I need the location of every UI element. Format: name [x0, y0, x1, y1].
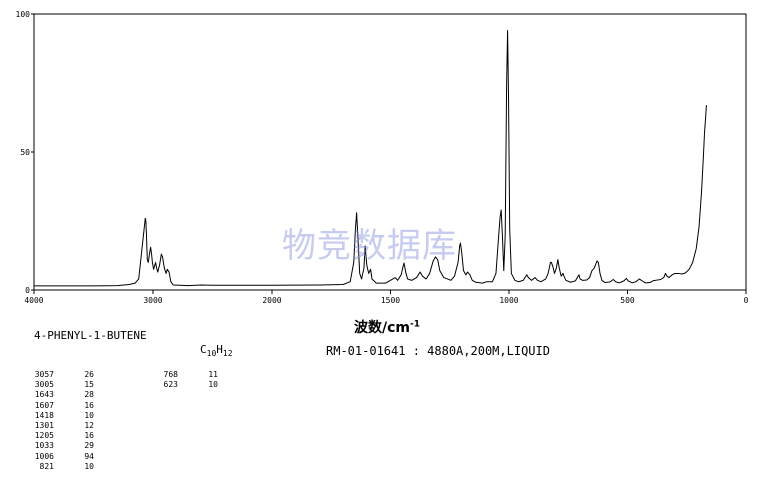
y-tick-label: 0 [25, 286, 30, 295]
peak-row: 1033 29 [14, 441, 94, 451]
spectrum-line [34, 30, 707, 287]
peak-row: 768 11 [138, 370, 218, 380]
peak-intensity: 11 [208, 370, 218, 379]
y-tick-label: 50 [20, 148, 30, 157]
peak-intensity: 10 [84, 410, 94, 420]
peak-wavenumber: 623 [163, 380, 178, 390]
peak-table-column-1: 3057 26 3005 15 1643 28 1607 16 1418 10 1301 12 1205… [14, 370, 94, 472]
peak-row: 1607 16 [14, 401, 94, 411]
peak-wavenumber: 821 [39, 461, 54, 471]
peak-intensity: 16 [84, 431, 94, 441]
x-axis-label-main: 波数/cm [354, 320, 410, 336]
peak-row: 821 10 [14, 462, 94, 472]
peak-row: 1006 94 [14, 452, 94, 462]
peak-wavenumber: 3005 [34, 380, 54, 390]
peak-row: 1301 12 [14, 421, 94, 431]
peak-row: 1643 28 [14, 390, 94, 400]
y-tick-label: 100 [16, 10, 31, 19]
compound-name: 4-PHENYL-1-BUTENE [34, 329, 147, 342]
peak-intensity: 10 [84, 461, 94, 471]
x-tick-label: 500 [620, 296, 635, 305]
peak-wavenumber: 1418 [34, 410, 54, 420]
peak-row: 623 10 [138, 380, 218, 390]
peak-wavenumber: 768 [163, 370, 178, 379]
peak-row: 3057 26 [14, 370, 94, 380]
formula-c-count: 10 [206, 349, 217, 359]
x-tick-label: 3000 [143, 296, 162, 305]
x-axis-label-exponent: -1 [410, 319, 420, 330]
peak-intensity: 28 [84, 390, 94, 400]
peak-wavenumber: 1301 [34, 421, 54, 431]
peak-row: 1418 10 [14, 411, 94, 421]
y-axis-ticks: 0 50 100 [16, 10, 34, 295]
peak-intensity: 29 [84, 441, 94, 451]
x-axis-label: 波数/cm-1 [354, 317, 420, 337]
peak-wavenumber: 1006 [34, 451, 54, 461]
x-tick-label: 2000 [262, 296, 281, 305]
watermark-text: 物竞数据库 [282, 226, 457, 266]
molecular-formula: C10H12 [200, 343, 233, 358]
peak-intensity: 94 [84, 451, 94, 461]
peak-row: 3005 15 [14, 380, 94, 390]
peak-table-column-2: 768 11 623 10 [138, 370, 218, 390]
peak-wavenumber: 1205 [34, 431, 54, 441]
x-tick-label: 1500 [381, 296, 400, 305]
peak-intensity: 15 [84, 380, 94, 390]
x-tick-label: 1000 [499, 296, 518, 305]
x-axis-ticks: 4000 3000 2000 1500 1000 500 0 [24, 290, 749, 305]
formula-h-count: 12 [222, 349, 233, 359]
x-tick-label: 0 [744, 296, 749, 305]
peak-row: 1205 16 [14, 431, 94, 441]
formula-h: H [216, 343, 223, 356]
formula-c: C [200, 343, 207, 356]
peak-wavenumber: 1033 [34, 441, 54, 451]
peak-wavenumber: 1643 [34, 390, 54, 400]
peak-intensity: 10 [208, 380, 218, 390]
spectrum-id: RM-01-01641 : 4880A,200M,LIQUID [326, 344, 550, 358]
x-tick-label: 4000 [24, 296, 43, 305]
peak-intensity: 12 [84, 421, 94, 431]
peak-intensity: 16 [84, 400, 94, 410]
peak-wavenumber: 1607 [34, 400, 54, 410]
peak-wavenumber: 3057 [34, 370, 54, 379]
peak-intensity: 26 [84, 370, 94, 379]
